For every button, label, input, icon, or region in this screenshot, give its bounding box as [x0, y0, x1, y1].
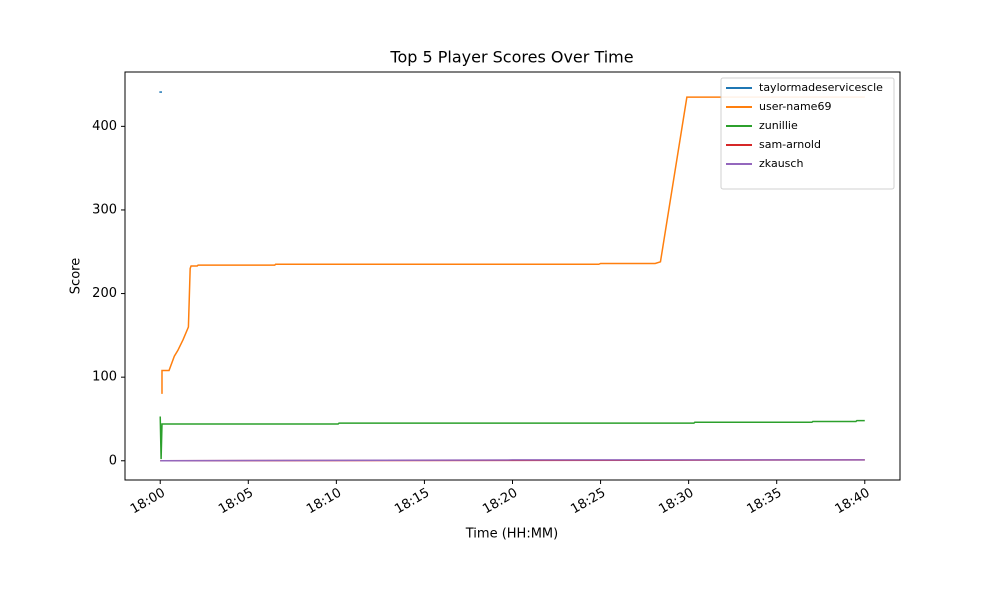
y-tick-label: 200	[92, 286, 117, 301]
legend-label: taylormadeservicescle	[759, 81, 883, 94]
series-line	[159, 416, 865, 460]
chart-title: Top 5 Player Scores Over Time	[389, 48, 633, 67]
legend-label: zkausch	[759, 157, 803, 170]
y-tick-label: 400	[92, 119, 117, 134]
y-tick-label: 300	[92, 202, 117, 217]
legend-label: user-name69	[759, 100, 831, 113]
y-tick-label: 100	[92, 370, 117, 385]
legend-box	[720, 77, 895, 190]
legend-label: sam-arnold	[759, 138, 821, 151]
y-axis-label: Score	[69, 258, 84, 294]
x-axis-label: Time (HH:MM)	[465, 527, 558, 542]
series-line	[160, 459, 865, 462]
y-tick-label: 0	[109, 453, 117, 468]
series-line	[161, 96, 865, 394]
legend-label: zunillie	[759, 119, 798, 132]
